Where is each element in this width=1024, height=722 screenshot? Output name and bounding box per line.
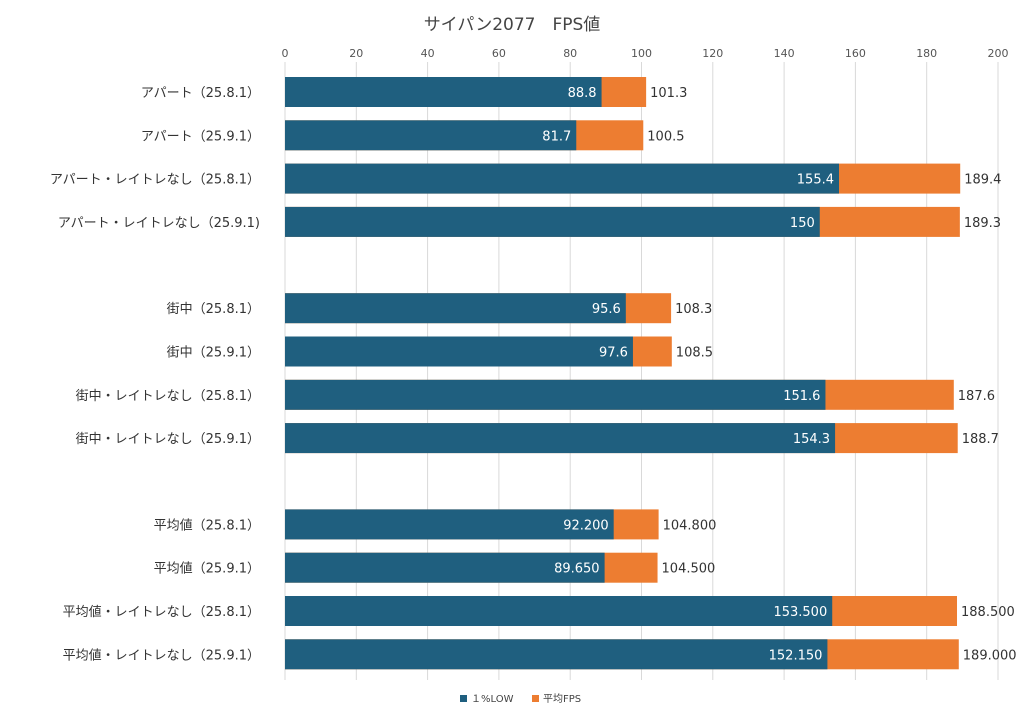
bar-low — [285, 379, 826, 410]
x-tick-label: 100 — [631, 47, 652, 60]
low-value-label: 88.8 — [568, 86, 597, 101]
avg-value-label: 189.4 — [964, 173, 1001, 188]
x-tick-label: 140 — [774, 47, 795, 60]
x-axis-ticks: 0 20 40 60 80 100 120 140 160 180 200 — [282, 47, 1009, 60]
avg-value-label: 189.3 — [964, 216, 1001, 231]
avg-value-label: 108.3 — [675, 302, 712, 317]
low-value-label: 81.7 — [542, 129, 571, 144]
category-label: アパート・レイトレなし（25.9.1) — [58, 216, 260, 231]
avg-value-label: 104.500 — [662, 562, 716, 577]
legend-label-avg: 平均FPS — [543, 693, 581, 705]
legend: １%LOW 平均FPS — [460, 693, 581, 705]
bar-low — [285, 206, 820, 237]
chart-title: サイパン2077 FPS値 — [424, 15, 601, 35]
x-tick-label: 180 — [916, 47, 937, 60]
low-value-label: 151.6 — [783, 389, 820, 404]
low-value-label: 150 — [790, 216, 815, 231]
x-tick-label: 160 — [845, 47, 866, 60]
category-label: 街中・レイトレなし（25.9.1） — [76, 432, 260, 447]
bar-low — [285, 423, 836, 454]
legend-swatch-low — [460, 695, 467, 702]
avg-value-label: 101.3 — [650, 86, 687, 101]
bar-low — [285, 596, 833, 626]
avg-value-label: 100.5 — [647, 129, 684, 144]
low-value-label: 89.650 — [554, 562, 600, 577]
category-label: 平均値（25.8.1） — [154, 517, 260, 533]
x-tick-label: 60 — [492, 47, 506, 60]
category-label: 平均値・レイトレなし（25.8.1） — [63, 604, 260, 620]
low-value-label: 97.6 — [599, 346, 628, 361]
avg-value-label: 104.800 — [663, 518, 717, 533]
category-label: アパート（25.9.1） — [141, 129, 260, 144]
x-tick-label: 200 — [988, 47, 1009, 60]
category-label: 街中（25.8.1） — [167, 302, 260, 317]
x-tick-label: 0 — [282, 47, 289, 60]
bar-low — [285, 163, 840, 194]
bar-low — [285, 120, 577, 151]
category-label: 街中・レイトレなし（25.8.1） — [76, 389, 260, 404]
low-value-label: 92.200 — [563, 518, 609, 533]
avg-value-label: 188.7 — [962, 432, 999, 447]
category-label: アパート（25.8.1） — [141, 86, 260, 101]
category-label: 平均値・レイトレなし（25.9.1） — [63, 647, 260, 663]
low-value-label: 152.150 — [769, 648, 823, 663]
gridlines — [284, 62, 999, 680]
bar-low — [285, 509, 614, 540]
x-tick-label: 20 — [349, 47, 363, 60]
category-label: 平均値（25.9.1） — [154, 561, 260, 577]
legend-swatch-avg — [532, 695, 539, 702]
bar-low — [285, 293, 626, 324]
low-value-label: 154.3 — [793, 432, 830, 447]
bar-low — [285, 77, 602, 107]
avg-value-label: 188.500 — [961, 605, 1015, 620]
x-tick-label: 120 — [702, 47, 723, 60]
low-value-label: 155.4 — [797, 173, 834, 188]
x-tick-label: 40 — [421, 47, 435, 60]
low-value-label: 153.500 — [773, 605, 827, 620]
category-label: 街中（25.9.1） — [167, 346, 260, 361]
avg-value-label: 189.000 — [963, 648, 1017, 663]
bar-low — [285, 552, 605, 583]
x-tick-label: 80 — [563, 47, 577, 60]
legend-label-low: １%LOW — [471, 694, 514, 705]
bar-low — [285, 336, 633, 367]
avg-value-label: 187.6 — [958, 389, 995, 404]
avg-value-label: 108.5 — [676, 346, 713, 361]
bar-low — [285, 639, 828, 670]
low-value-label: 95.6 — [592, 302, 621, 317]
bars: アパート（25.8.1） 88.8 101.3 アパート（25.9.1） 81.7 100… — [50, 77, 1017, 670]
category-label: アパート・レイトレなし（25.8.1） — [50, 173, 260, 188]
